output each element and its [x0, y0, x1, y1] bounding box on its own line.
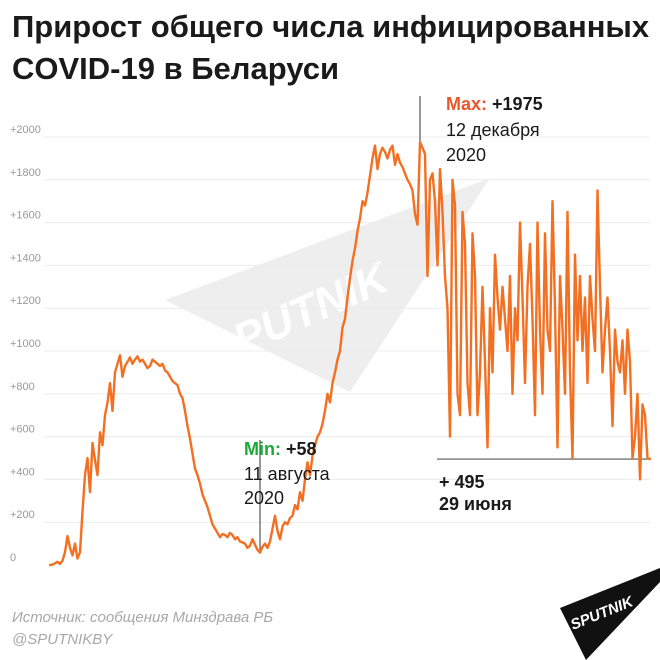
- y-tick-label: +400: [10, 466, 35, 478]
- y-grid: [44, 136, 650, 523]
- svg-text:Max: +1975: Max: +1975: [446, 94, 543, 114]
- y-tick-label: +1600: [10, 210, 41, 222]
- watermark-shape: [165, 178, 490, 392]
- y-tick-label: +200: [10, 509, 35, 521]
- title-line-2: COVID-19 в Беларуси: [12, 51, 340, 86]
- sputnik-logo: SPUTNIK: [560, 568, 660, 660]
- max-date-line: 12 декабря: [446, 120, 540, 140]
- chart-title: Прирост общего числа инфицированных COVI…: [12, 6, 652, 90]
- min-year-line: 2020: [244, 488, 284, 508]
- max-annotation: Max: +1975 12 декабря 2020: [446, 94, 543, 165]
- series-line: [48, 141, 652, 567]
- min-value: +58: [286, 439, 317, 459]
- y-tick-label: +1400: [10, 252, 41, 264]
- last-date: 29 июня: [439, 494, 512, 514]
- min-date-line: 11 августа: [244, 464, 331, 484]
- title-line-1: Прирост общего числа инфицированных: [12, 9, 650, 44]
- y-tick-label: +800: [10, 381, 35, 393]
- annotation-lines: [259, 96, 650, 553]
- source-note: Источник: сообщения Минздрава РБ: [12, 609, 274, 626]
- max-year-line: 2020: [446, 145, 486, 165]
- svg-text:Min: +58: Min: +58: [244, 439, 317, 459]
- last-value: + 495: [439, 472, 485, 492]
- logo-shape: [560, 568, 660, 660]
- y-tick-label: +1200: [10, 295, 41, 307]
- y-tick-label: +600: [10, 424, 35, 436]
- max-label: Max:: [446, 94, 487, 114]
- sputnik-watermark: SPUTNIK: [165, 178, 490, 392]
- max-value: +1975: [492, 94, 543, 114]
- last-annotation: + 495 29 июня: [439, 472, 512, 514]
- y-axis-ticks: 0 +200 +400 +600 +800 +1000 +1200 +1400 +1600 +18…: [10, 124, 41, 564]
- y-tick-label: +1800: [10, 167, 41, 179]
- social-handle: @SPUTNIKBY: [12, 631, 113, 648]
- min-label: Min:: [244, 439, 281, 459]
- y-tick-label: +2000: [10, 124, 41, 136]
- y-tick-label: 0: [10, 552, 16, 564]
- y-tick-label: +1000: [10, 338, 41, 350]
- min-annotation: Min: +58 11 августа 2020: [244, 439, 331, 508]
